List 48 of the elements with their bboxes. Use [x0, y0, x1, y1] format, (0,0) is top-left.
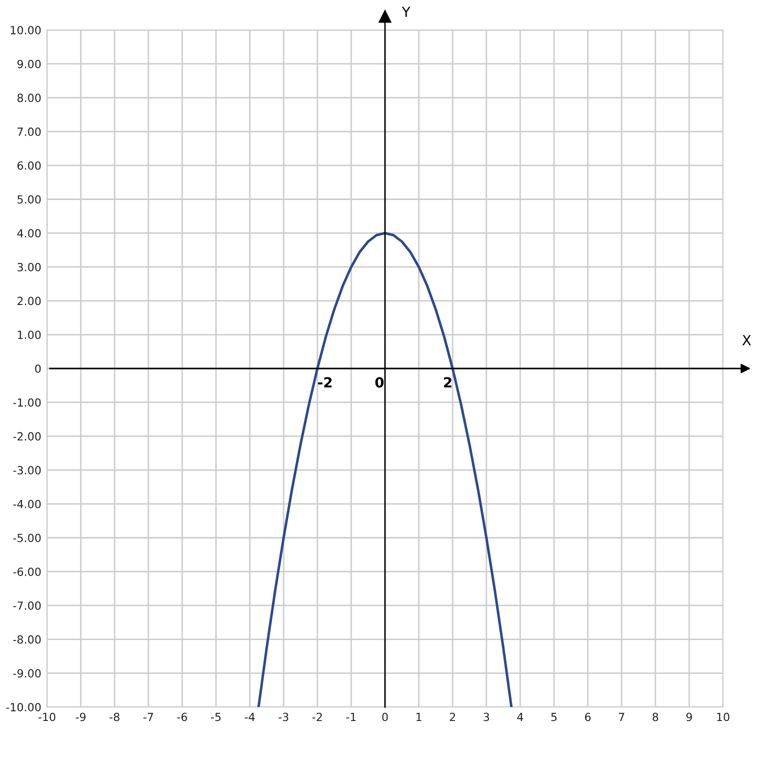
x-tick-label: -4: [244, 712, 255, 721]
y-tick-label: 7.00: [18, 128, 41, 136]
y-tick-label: 3.00: [18, 262, 41, 272]
x-tick-label: 9: [686, 712, 692, 722]
x-tick-label: 10: [717, 712, 730, 722]
y-tick-label: -1.00: [13, 398, 41, 407]
y-tick-label: -9.00: [13, 669, 41, 678]
x-tick-label: 6: [585, 712, 591, 722]
y-tick-label: -4.00: [13, 500, 41, 508]
y-tick-label: -2.00: [13, 432, 41, 441]
x-tick-label: -6: [177, 712, 188, 722]
x-tick-label: -3: [278, 712, 288, 722]
x-tick-label: -2: [312, 712, 322, 721]
x-tick-label: 8: [652, 712, 658, 722]
y-tick-label: -6.00: [13, 568, 41, 576]
x-tick-label: 2: [450, 712, 456, 721]
y-tick-label: -10.00: [6, 702, 41, 712]
y-tick-label: 5.00: [18, 195, 41, 204]
annotation: 0: [375, 377, 384, 388]
x-tick-label: 5: [551, 712, 557, 722]
y-tick-label: 2.00: [18, 296, 41, 306]
x-tick-label: -1: [346, 712, 356, 721]
y-axis-title: Y: [402, 6, 410, 17]
x-tick-label: 1: [416, 712, 422, 721]
y-tick-label: 0: [35, 364, 41, 373]
y-tick-label: 10.00: [10, 26, 41, 34]
annotation: 2: [444, 377, 452, 388]
y-tick-label: -5.00: [13, 534, 41, 542]
x-tick-label: -9: [76, 712, 86, 722]
x-tick-label: -10: [38, 712, 56, 722]
x-tick-label: 0: [382, 712, 388, 722]
y-tick-label: 6.00: [17, 161, 41, 170]
x-tick-label: 7: [618, 712, 624, 721]
y-tick-label: 9.00: [17, 60, 41, 68]
x-tick-label: -5: [211, 712, 221, 722]
x-tick-label: -7: [143, 712, 153, 721]
x-axis-title: X: [742, 335, 751, 346]
annotation: -2: [318, 377, 332, 388]
x-tick-label: 3: [484, 712, 490, 722]
y-tick-label: 8.00: [17, 94, 41, 102]
y-tick-label: 1.00: [18, 330, 41, 340]
line-series: [257, 232, 513, 707]
y-tick-label: -8.00: [13, 635, 41, 644]
x-tick-label: 4: [517, 712, 524, 721]
y-tick-label: -7.00: [13, 601, 41, 610]
y-tick-label: 4.00: [17, 229, 41, 238]
y-tick-label: -3.00: [13, 466, 41, 474]
x-tick-label: -8: [110, 712, 120, 722]
